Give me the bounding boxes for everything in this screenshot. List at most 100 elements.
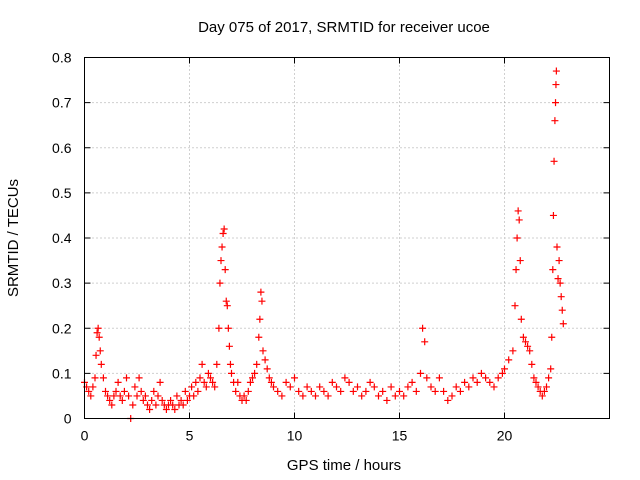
data-point: [257, 288, 265, 296]
data-point: [494, 374, 502, 382]
y-tick-label: 0.1: [52, 365, 72, 381]
data-point: [511, 302, 519, 310]
data-point: [183, 396, 191, 404]
data-point: [517, 315, 525, 323]
data-point: [452, 383, 460, 391]
data-point: [224, 324, 232, 332]
data-point: [540, 387, 548, 395]
data-point: [171, 405, 179, 413]
data-point: [152, 401, 160, 409]
data-point: [555, 257, 563, 265]
data-point: [461, 378, 469, 386]
data-point: [324, 392, 332, 400]
grid: [84, 57, 610, 419]
data-point: [226, 360, 234, 368]
y-tick-label: 0.5: [52, 185, 72, 201]
y-tick-label: 0.7: [52, 95, 72, 111]
chart-title: Day 075 of 2017, SRMTID for receiver uco…: [198, 19, 490, 36]
data-point: [558, 306, 566, 314]
y-tick-label: 0.6: [52, 140, 72, 156]
data-point: [89, 383, 97, 391]
data-point: [530, 374, 538, 382]
data-point: [91, 374, 99, 382]
data-point: [108, 401, 116, 409]
data-point: [375, 392, 382, 400]
data-point: [146, 405, 154, 413]
data-point: [96, 347, 104, 355]
data-point: [139, 396, 147, 404]
data-point: [512, 266, 520, 274]
data-point: [522, 338, 529, 346]
data-point: [358, 392, 366, 400]
data-point: [333, 383, 340, 391]
data-point: [244, 387, 252, 395]
data-point: [95, 333, 103, 341]
data-point: [519, 333, 527, 341]
data-point: [396, 387, 403, 395]
data-point: [547, 365, 555, 373]
data-point: [528, 360, 536, 368]
data-point: [515, 216, 523, 224]
data-point: [116, 392, 124, 400]
data-point: [215, 324, 223, 332]
data-point: [423, 374, 431, 382]
data-point: [545, 374, 553, 382]
data-point: [553, 243, 561, 251]
data-point: [524, 342, 532, 350]
data-point: [435, 374, 443, 382]
data-point: [209, 378, 217, 386]
data-point: [312, 392, 319, 400]
data-point: [148, 396, 156, 404]
data-point: [131, 383, 139, 391]
data-point: [93, 329, 101, 337]
data-point: [473, 378, 481, 386]
data-point: [120, 387, 128, 395]
data-point: [557, 293, 565, 301]
data-point: [259, 347, 267, 355]
data-point: [97, 360, 105, 368]
data-point: [104, 392, 112, 400]
data-point: [263, 365, 271, 373]
data-point: [286, 383, 294, 391]
data-point: [270, 383, 277, 391]
data-point: [282, 378, 290, 386]
data-point: [135, 374, 143, 382]
data-point: [509, 347, 517, 355]
data-point: [267, 378, 275, 386]
data-point: [123, 374, 130, 382]
data-point: [554, 275, 562, 283]
data-point: [469, 374, 477, 382]
data-point: [154, 392, 162, 400]
data-point: [156, 378, 164, 386]
data-point: [196, 374, 204, 382]
data-point: [328, 378, 336, 386]
data-point: [222, 297, 230, 305]
x-tick-label: 0: [81, 428, 89, 444]
data-point: [240, 392, 248, 400]
data-point: [316, 383, 324, 391]
data-point: [559, 320, 567, 328]
data-point: [249, 374, 256, 382]
data-point: [549, 211, 557, 219]
data-point: [320, 387, 328, 395]
data-point: [150, 387, 158, 395]
data-point: [256, 315, 264, 323]
data-point: [274, 387, 282, 395]
data-point: [173, 392, 181, 400]
data-point: [417, 369, 424, 377]
data-point: [92, 351, 100, 359]
data-point: [482, 374, 490, 382]
data-point: [265, 374, 273, 382]
data-point: [137, 387, 145, 395]
data-point: [408, 378, 416, 386]
data-point: [219, 229, 227, 237]
data-point: [419, 324, 427, 332]
data-point: [427, 383, 435, 391]
data-point: [169, 401, 177, 409]
data-point: [538, 392, 546, 400]
data-point: [94, 324, 102, 332]
data-point: [112, 387, 120, 395]
axis-ticks: [84, 57, 610, 419]
data-point: [514, 207, 522, 215]
data-point: [221, 266, 229, 274]
